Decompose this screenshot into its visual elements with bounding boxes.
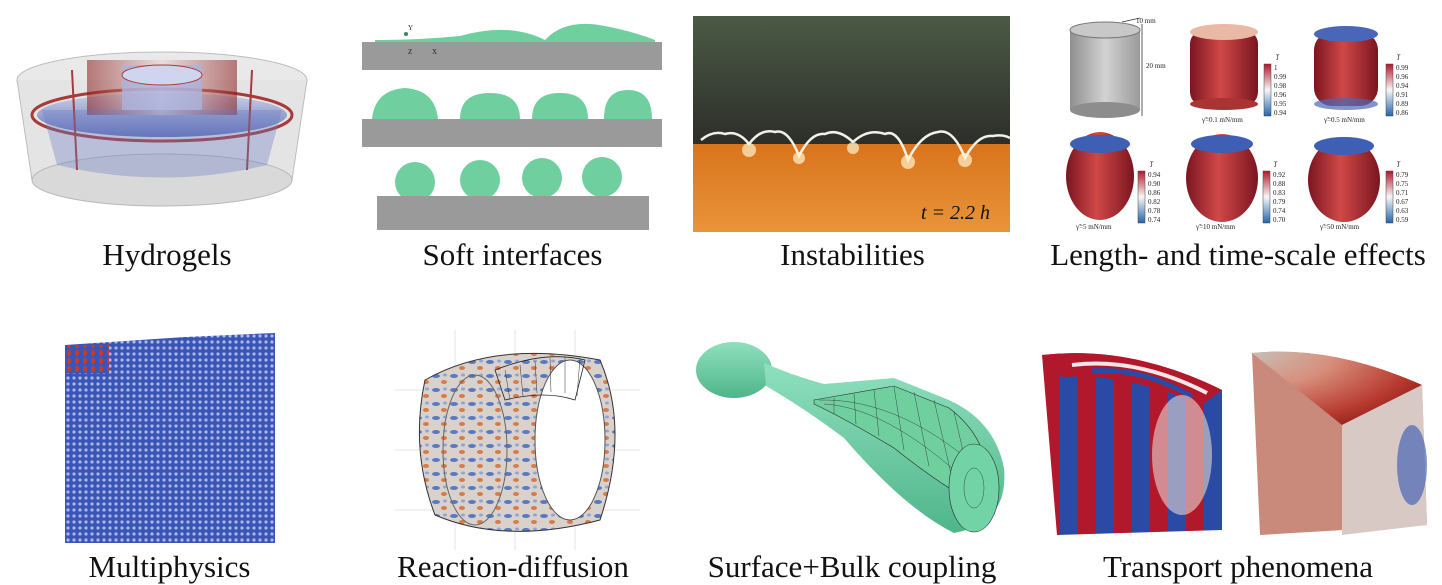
caption-surface-bulk: Surface+Bulk coupling <box>707 549 997 584</box>
cbar5-tick: 0.79 <box>1396 171 1409 179</box>
cbar1-tick: 1 <box>1274 64 1278 72</box>
cbar1-tick: 0.99 <box>1274 73 1287 81</box>
jbar-label-5: J̅ <box>1397 161 1401 169</box>
colorbar-5 <box>1385 170 1394 224</box>
hydrogels-image <box>16 51 308 207</box>
colorbar-3 <box>1137 170 1146 224</box>
multiphysics-panel <box>65 333 275 543</box>
cbar4-tick: 0.83 <box>1273 189 1286 197</box>
caption-transport: Transport phenomena <box>1102 549 1374 584</box>
deformed-body-1 <box>1190 24 1258 110</box>
reference-cylinder <box>1069 17 1143 118</box>
cbar1-tick: 0.96 <box>1274 91 1287 99</box>
caption-reaction-diffusion: Reaction-diffusion <box>397 549 629 584</box>
reaction-diffusion-image <box>395 330 640 550</box>
panel-label-4: γ̃=10 mN/mm <box>1195 223 1236 231</box>
deformed-body-5 <box>1308 137 1380 222</box>
jbar-label-4: J̅ <box>1274 161 1278 169</box>
panel-label-3: γ̃=5 mN/mm <box>1075 223 1112 231</box>
cbar5-tick: 0.67 <box>1396 198 1409 206</box>
panel-label-1: γ̃=0.1 mN/mm <box>1201 116 1243 124</box>
colorbar-1 <box>1263 63 1272 117</box>
cbar3-tick: 0.86 <box>1148 189 1161 197</box>
cbar4-tick: 0.92 <box>1273 171 1286 179</box>
cbar5-tick: 0.75 <box>1396 180 1409 188</box>
jbar-label-3: J̅ <box>1150 161 1154 169</box>
jbar-label-1: J̅ <box>1276 54 1280 62</box>
cbar5-tick: 0.63 <box>1396 207 1409 215</box>
instabilities-image: t = 2.2 h <box>693 16 1010 232</box>
instabilities-panel: t = 2.2 h <box>693 16 1010 232</box>
cbar3-tick: 0.82 <box>1148 198 1161 206</box>
jbar-label-2: J̅ <box>1397 54 1401 62</box>
soft-interfaces-panel: Y Z X <box>360 20 665 235</box>
dim-top-label: 10 mm <box>1136 17 1156 25</box>
caption-soft-interfaces: Soft interfaces <box>422 237 603 272</box>
axis-y-label: Y <box>408 24 413 32</box>
cbar2-tick: 0.99 <box>1396 64 1409 72</box>
cbar1-tick: 0.98 <box>1274 82 1287 90</box>
dim-side-label: 20 mm <box>1146 62 1166 70</box>
caption-length-time: Length- and time-scale effects <box>1050 237 1426 272</box>
caption-hydrogels: Hydrogels <box>102 237 232 272</box>
cbar4-tick: 0.74 <box>1273 207 1286 215</box>
reaction-diffusion-panel <box>395 330 640 550</box>
caption-multiphysics: Multiphysics <box>88 549 251 584</box>
cbar4-tick: 0.88 <box>1273 180 1286 188</box>
transport-panel <box>1042 345 1437 540</box>
soft-interfaces-image: Y Z X <box>362 23 662 230</box>
surface-bulk-image <box>696 342 1005 533</box>
deformed-body-3 <box>1066 132 1134 220</box>
surface-bulk-panel <box>694 338 1014 538</box>
colorbar-2 <box>1385 63 1394 117</box>
cbar2-tick: 0.94 <box>1396 82 1409 90</box>
time-label: t = 2.2 h <box>921 202 990 224</box>
cbar5-tick: 0.71 <box>1396 189 1409 197</box>
axis-z-label: Z <box>408 48 412 56</box>
caption-instabilities: Instabilities <box>780 237 925 272</box>
cbar3-tick: 0.78 <box>1148 207 1161 215</box>
axis-origin-icon <box>404 32 408 36</box>
colorbar-4 <box>1262 170 1271 224</box>
cbar4-tick: 0.70 <box>1273 216 1286 224</box>
deformed-body-2 <box>1314 26 1378 110</box>
cbar2-tick: 0.91 <box>1396 91 1409 99</box>
cbar2-tick: 0.89 <box>1396 100 1409 108</box>
cbar2-tick: 0.96 <box>1396 73 1409 81</box>
axis-x-label: X <box>432 48 437 56</box>
cbar3-tick: 0.90 <box>1148 180 1161 188</box>
cbar4-tick: 0.79 <box>1273 198 1286 206</box>
transport-image <box>1042 351 1427 535</box>
cbar1-tick: 0.94 <box>1274 109 1287 117</box>
panel-label-5: γ̃=50 mN/mm <box>1319 223 1360 231</box>
cbar2-tick: 0.86 <box>1396 109 1409 117</box>
cbar5-tick: 0.59 <box>1396 216 1409 224</box>
length-scale-image: 10 mm 20 mm J̅ 1 0.99 0.98 0.96 0.95 0.9… <box>1066 17 1409 231</box>
deformed-body-4 <box>1186 134 1258 222</box>
cbar3-tick: 0.74 <box>1148 216 1161 224</box>
panel-label-2: γ̃=0.5 mN/mm <box>1323 116 1365 124</box>
cbar1-tick: 0.95 <box>1274 100 1287 108</box>
hydrogels-panel <box>12 40 312 230</box>
cbar3-tick: 0.94 <box>1148 171 1161 179</box>
multiphysics-image <box>65 333 275 543</box>
length-scale-panel: 10 mm 20 mm J̅ 1 0.99 0.98 0.96 0.95 0.9… <box>1062 16 1437 232</box>
